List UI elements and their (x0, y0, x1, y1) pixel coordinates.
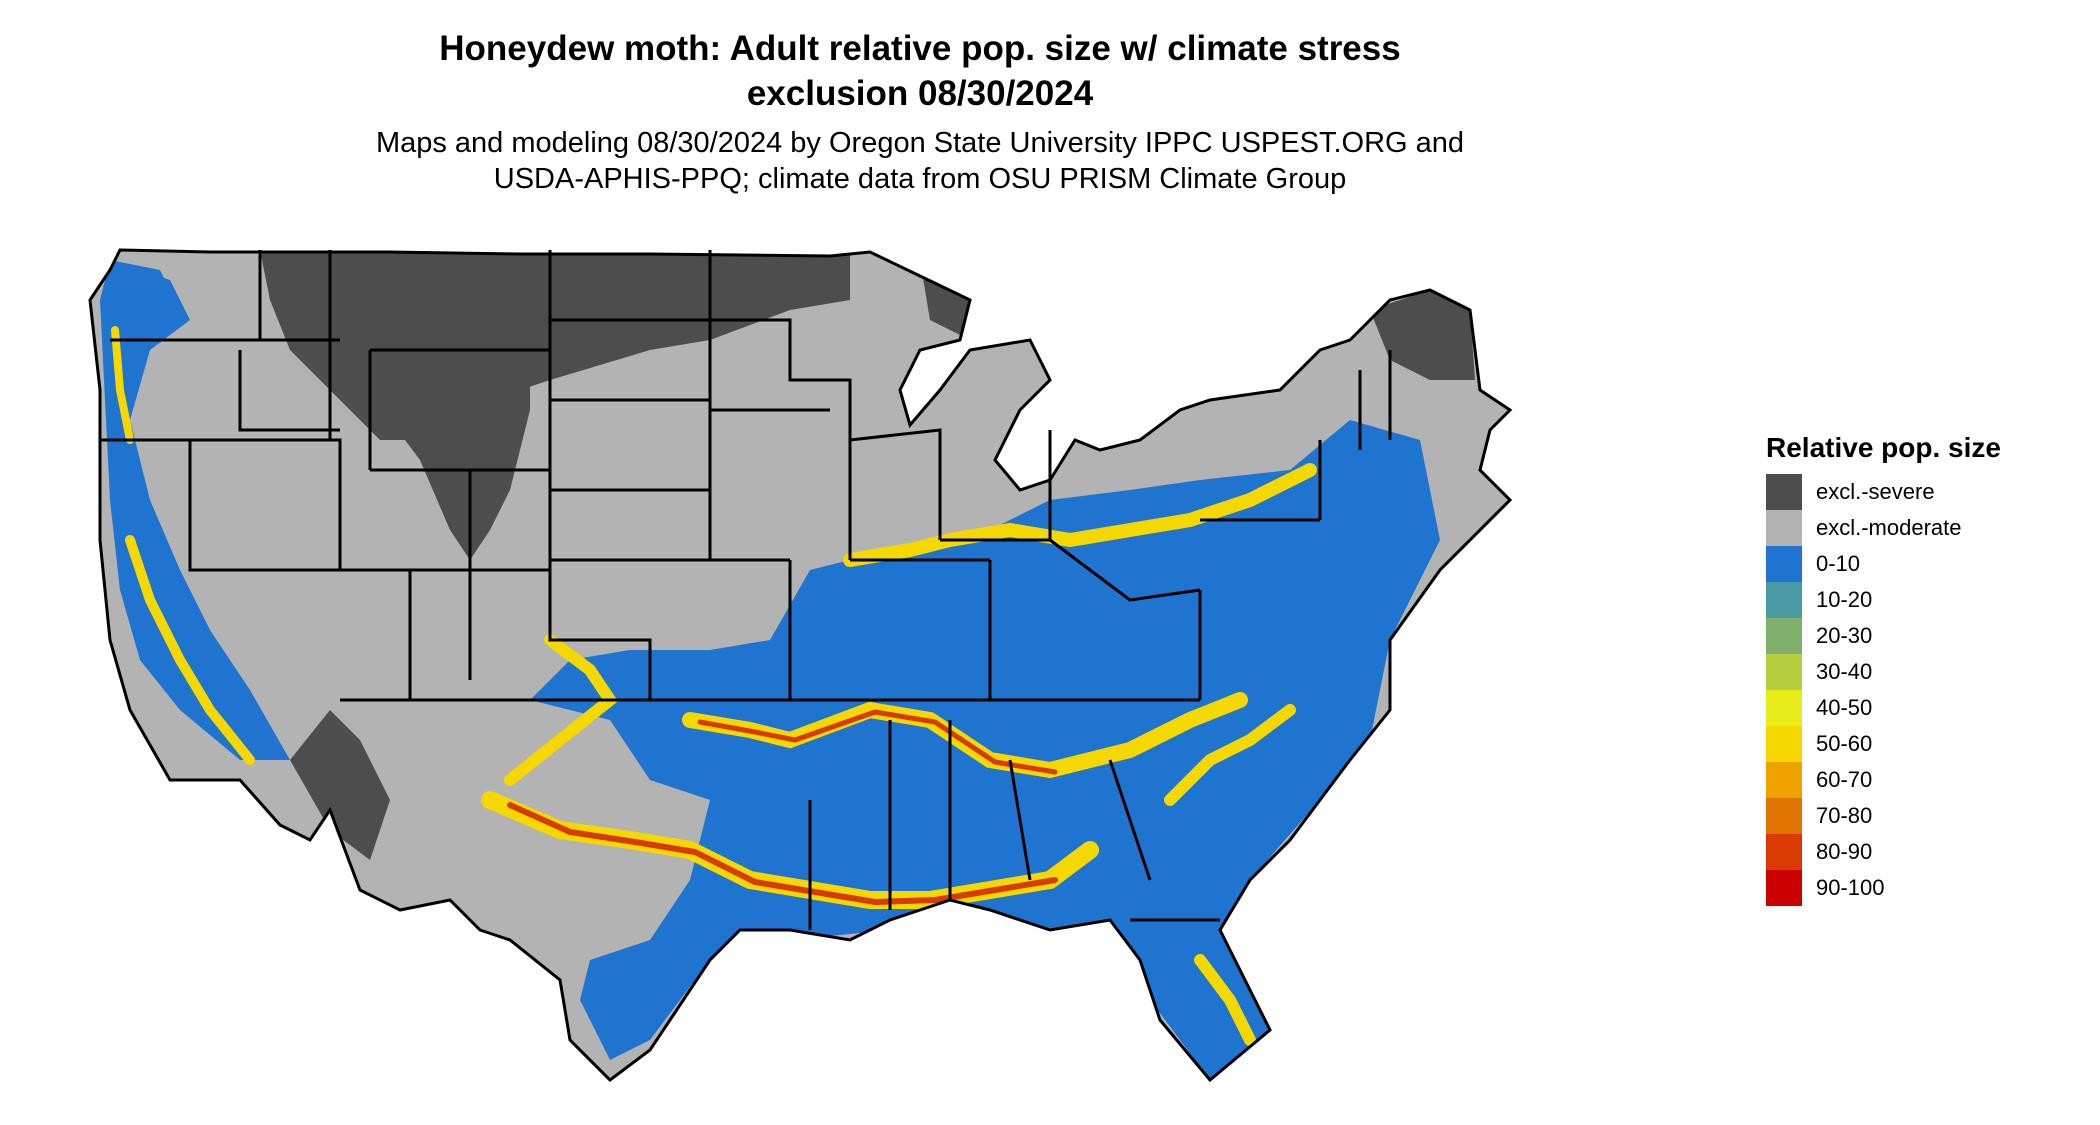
northwest-borders (100, 338, 342, 572)
legend-label: 60-70 (1816, 767, 1873, 792)
legend-item: 30-40 (1766, 654, 2001, 690)
subtitle-line-1: Maps and modeling 08/30/2024 by Oregon S… (375, 127, 1465, 159)
legend-swatch (1766, 582, 1802, 618)
band-oregon-yellow (111, 326, 134, 444)
legend-swatch (1766, 690, 1802, 726)
map-title: Honeydew moth: Adult relative pop. size … (0, 26, 1840, 116)
state-borders (88, 248, 1512, 1082)
map-subtitle: Maps and modeling 08/30/2024 by Oregon S… (0, 125, 1840, 197)
subtitle-line-2: USDA-APHIS-PPQ; climate data from OSU PR… (493, 163, 1347, 195)
legend-item: 0-10 (1766, 546, 2001, 582)
legend-label: excl.-moderate (1816, 515, 1962, 540)
legend-item: 40-50 (1766, 690, 2001, 726)
legend-swatch (1766, 510, 1802, 546)
northeast-borders (1198, 350, 1392, 700)
legend-label: 30-40 (1816, 659, 1873, 684)
region-low-puget (110, 260, 180, 320)
legend-label: 0-10 (1816, 551, 1861, 576)
legend-label: 20-30 (1816, 623, 1873, 648)
band-ohio-yellow (843, 463, 1317, 567)
region-low-pacific (100, 260, 290, 760)
hotspot-bands (111, 326, 1317, 1046)
region-severe-maine (1370, 290, 1475, 380)
region-severe-wyoming (370, 360, 530, 560)
southwest-borders (340, 568, 652, 702)
legend-item: 90-100 (1766, 870, 2001, 906)
mountain-borders (258, 250, 552, 680)
legend-item: excl.-moderate (1766, 510, 2001, 546)
legend-swatch (1766, 474, 1802, 510)
us-map-svg (88, 248, 1512, 1082)
legend-label: 70-80 (1816, 803, 1873, 828)
legend-swatch (1766, 546, 1802, 582)
legend-item: 20-30 (1766, 618, 2001, 654)
southeast-borders (808, 720, 1220, 930)
title-line-2: exclusion 08/30/2024 (746, 74, 1094, 113)
legend-title: Relative pop. size (1766, 432, 2001, 463)
legend-item: 60-70 (1766, 762, 2001, 798)
legend: Relative pop. size excl.-severe excl.-mod… (1766, 430, 2001, 906)
band-carolina-yellow (1164, 704, 1296, 806)
band-midsouth-red (697, 709, 1058, 775)
legend-label: 90-100 (1816, 875, 1885, 900)
legend-item: 50-60 (1766, 726, 2001, 762)
region-severe-southwest (290, 710, 390, 860)
legend-swatch (1766, 654, 1802, 690)
band-florida-yellow (1194, 954, 1256, 1046)
title-line-1: Honeydew moth: Adult relative pop. size … (439, 29, 1401, 68)
legend-swatch (1766, 762, 1802, 798)
east-borders (849, 428, 1201, 702)
midwest-borders (650, 318, 870, 702)
legend-swatch (1766, 798, 1802, 834)
legend-item: 80-90 (1766, 834, 2001, 870)
legend-label: 40-50 (1816, 695, 1873, 720)
band-california-yellow (125, 535, 255, 765)
legend-swatch (1766, 870, 1802, 906)
legend-swatch (1766, 618, 1802, 654)
legend-swatch (1766, 726, 1802, 762)
legend-label: 80-90 (1816, 839, 1873, 864)
legend-label: 10-20 (1816, 587, 1873, 612)
legend-item: 10-20 (1766, 582, 2001, 618)
legend-label: 50-60 (1816, 731, 1873, 756)
plains-borders (550, 250, 712, 562)
legend-label: excl.-severe (1816, 479, 1935, 504)
band-gulf-red (507, 802, 1058, 906)
legend-item: 70-80 (1766, 798, 2001, 834)
legend-swatch (1766, 834, 1802, 870)
legend-items: excl.-severe excl.-moderate 0-10 10-20 20-30… (1766, 474, 2001, 906)
legend-item: excl.-severe (1766, 474, 2001, 510)
us-map (88, 240, 1670, 1120)
